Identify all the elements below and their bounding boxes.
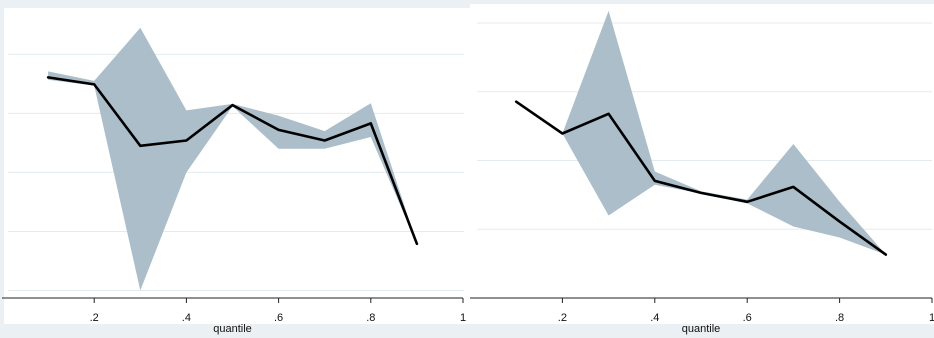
x-axis-title: quantile bbox=[682, 323, 721, 335]
x-tick-label: .8 bbox=[366, 312, 375, 324]
x-tick-label: .4 bbox=[182, 312, 191, 324]
x-tick-label: 1 bbox=[929, 312, 934, 324]
plot-background bbox=[470, 4, 934, 324]
x-tick-label: .6 bbox=[274, 312, 283, 324]
confidence-band bbox=[516, 10, 886, 255]
plot-background bbox=[4, 8, 470, 324]
x-tick-label: .2 bbox=[90, 312, 99, 324]
right-panel: .2 .4 .6 .8 1 quantile bbox=[470, 4, 934, 335]
x-tick-label: .4 bbox=[650, 312, 659, 324]
x-tick-label: .6 bbox=[743, 312, 752, 324]
x-axis-title: quantile bbox=[213, 323, 252, 335]
x-tick-label: 1 bbox=[460, 312, 466, 324]
left-panel: .2 .4 .6 .8 1 quantile bbox=[2, 8, 470, 335]
x-tick-label: .8 bbox=[835, 312, 844, 324]
estimate-line bbox=[514, 100, 888, 256]
confidence-band bbox=[48, 27, 417, 291]
estimate-line bbox=[46, 76, 419, 246]
x-tick-label: .2 bbox=[558, 312, 567, 324]
